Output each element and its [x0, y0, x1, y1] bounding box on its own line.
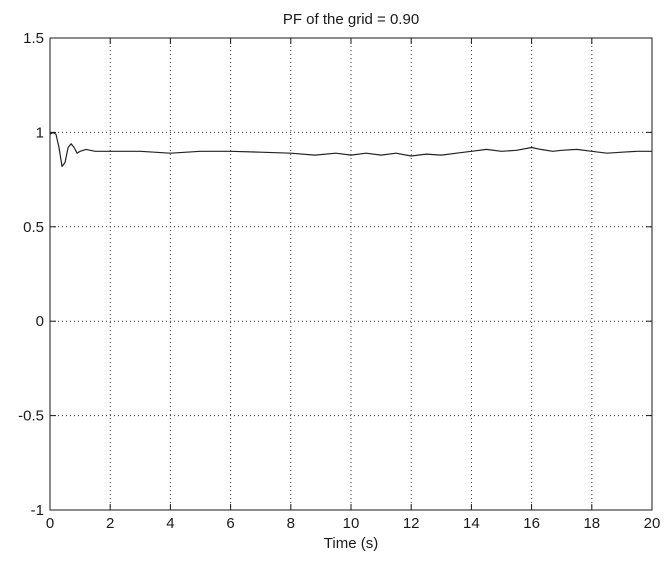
y-tick-label: -0.5 — [18, 408, 44, 425]
y-tick-label: 1.5 — [23, 30, 44, 47]
labels-layer: 0 2 4 6 8 10 12 14 16 18 20 -1 -0.5 0 0.5 1 1.5 — [18, 30, 660, 532]
y-tick-label: 0.5 — [23, 219, 44, 236]
x-tick-label: 8 — [287, 515, 295, 532]
x-tick-label: 2 — [106, 515, 114, 532]
series-line — [49, 131, 652, 167]
x-tick-label: 4 — [166, 515, 174, 532]
x-tick-label: 18 — [583, 515, 600, 532]
y-tick-label: -1 — [31, 502, 44, 519]
grid-layer — [50, 38, 652, 510]
ticks-layer — [49, 37, 653, 511]
x-tick-label: 0 — [46, 515, 54, 532]
chart-title: PF of the grid = 0.90 — [283, 11, 419, 28]
x-tick-label: 16 — [523, 515, 540, 532]
x-tick-label: 10 — [343, 515, 360, 532]
y-tick-label: 0 — [36, 313, 44, 330]
x-axis-label: Time (s) — [324, 535, 378, 552]
x-tick-label: 12 — [403, 515, 420, 532]
series-layer — [49, 131, 652, 167]
x-tick-label: 6 — [226, 515, 234, 532]
y-tick-label: 1 — [36, 124, 44, 141]
x-tick-label: 14 — [463, 515, 480, 532]
x-tick-label: 20 — [644, 515, 661, 532]
